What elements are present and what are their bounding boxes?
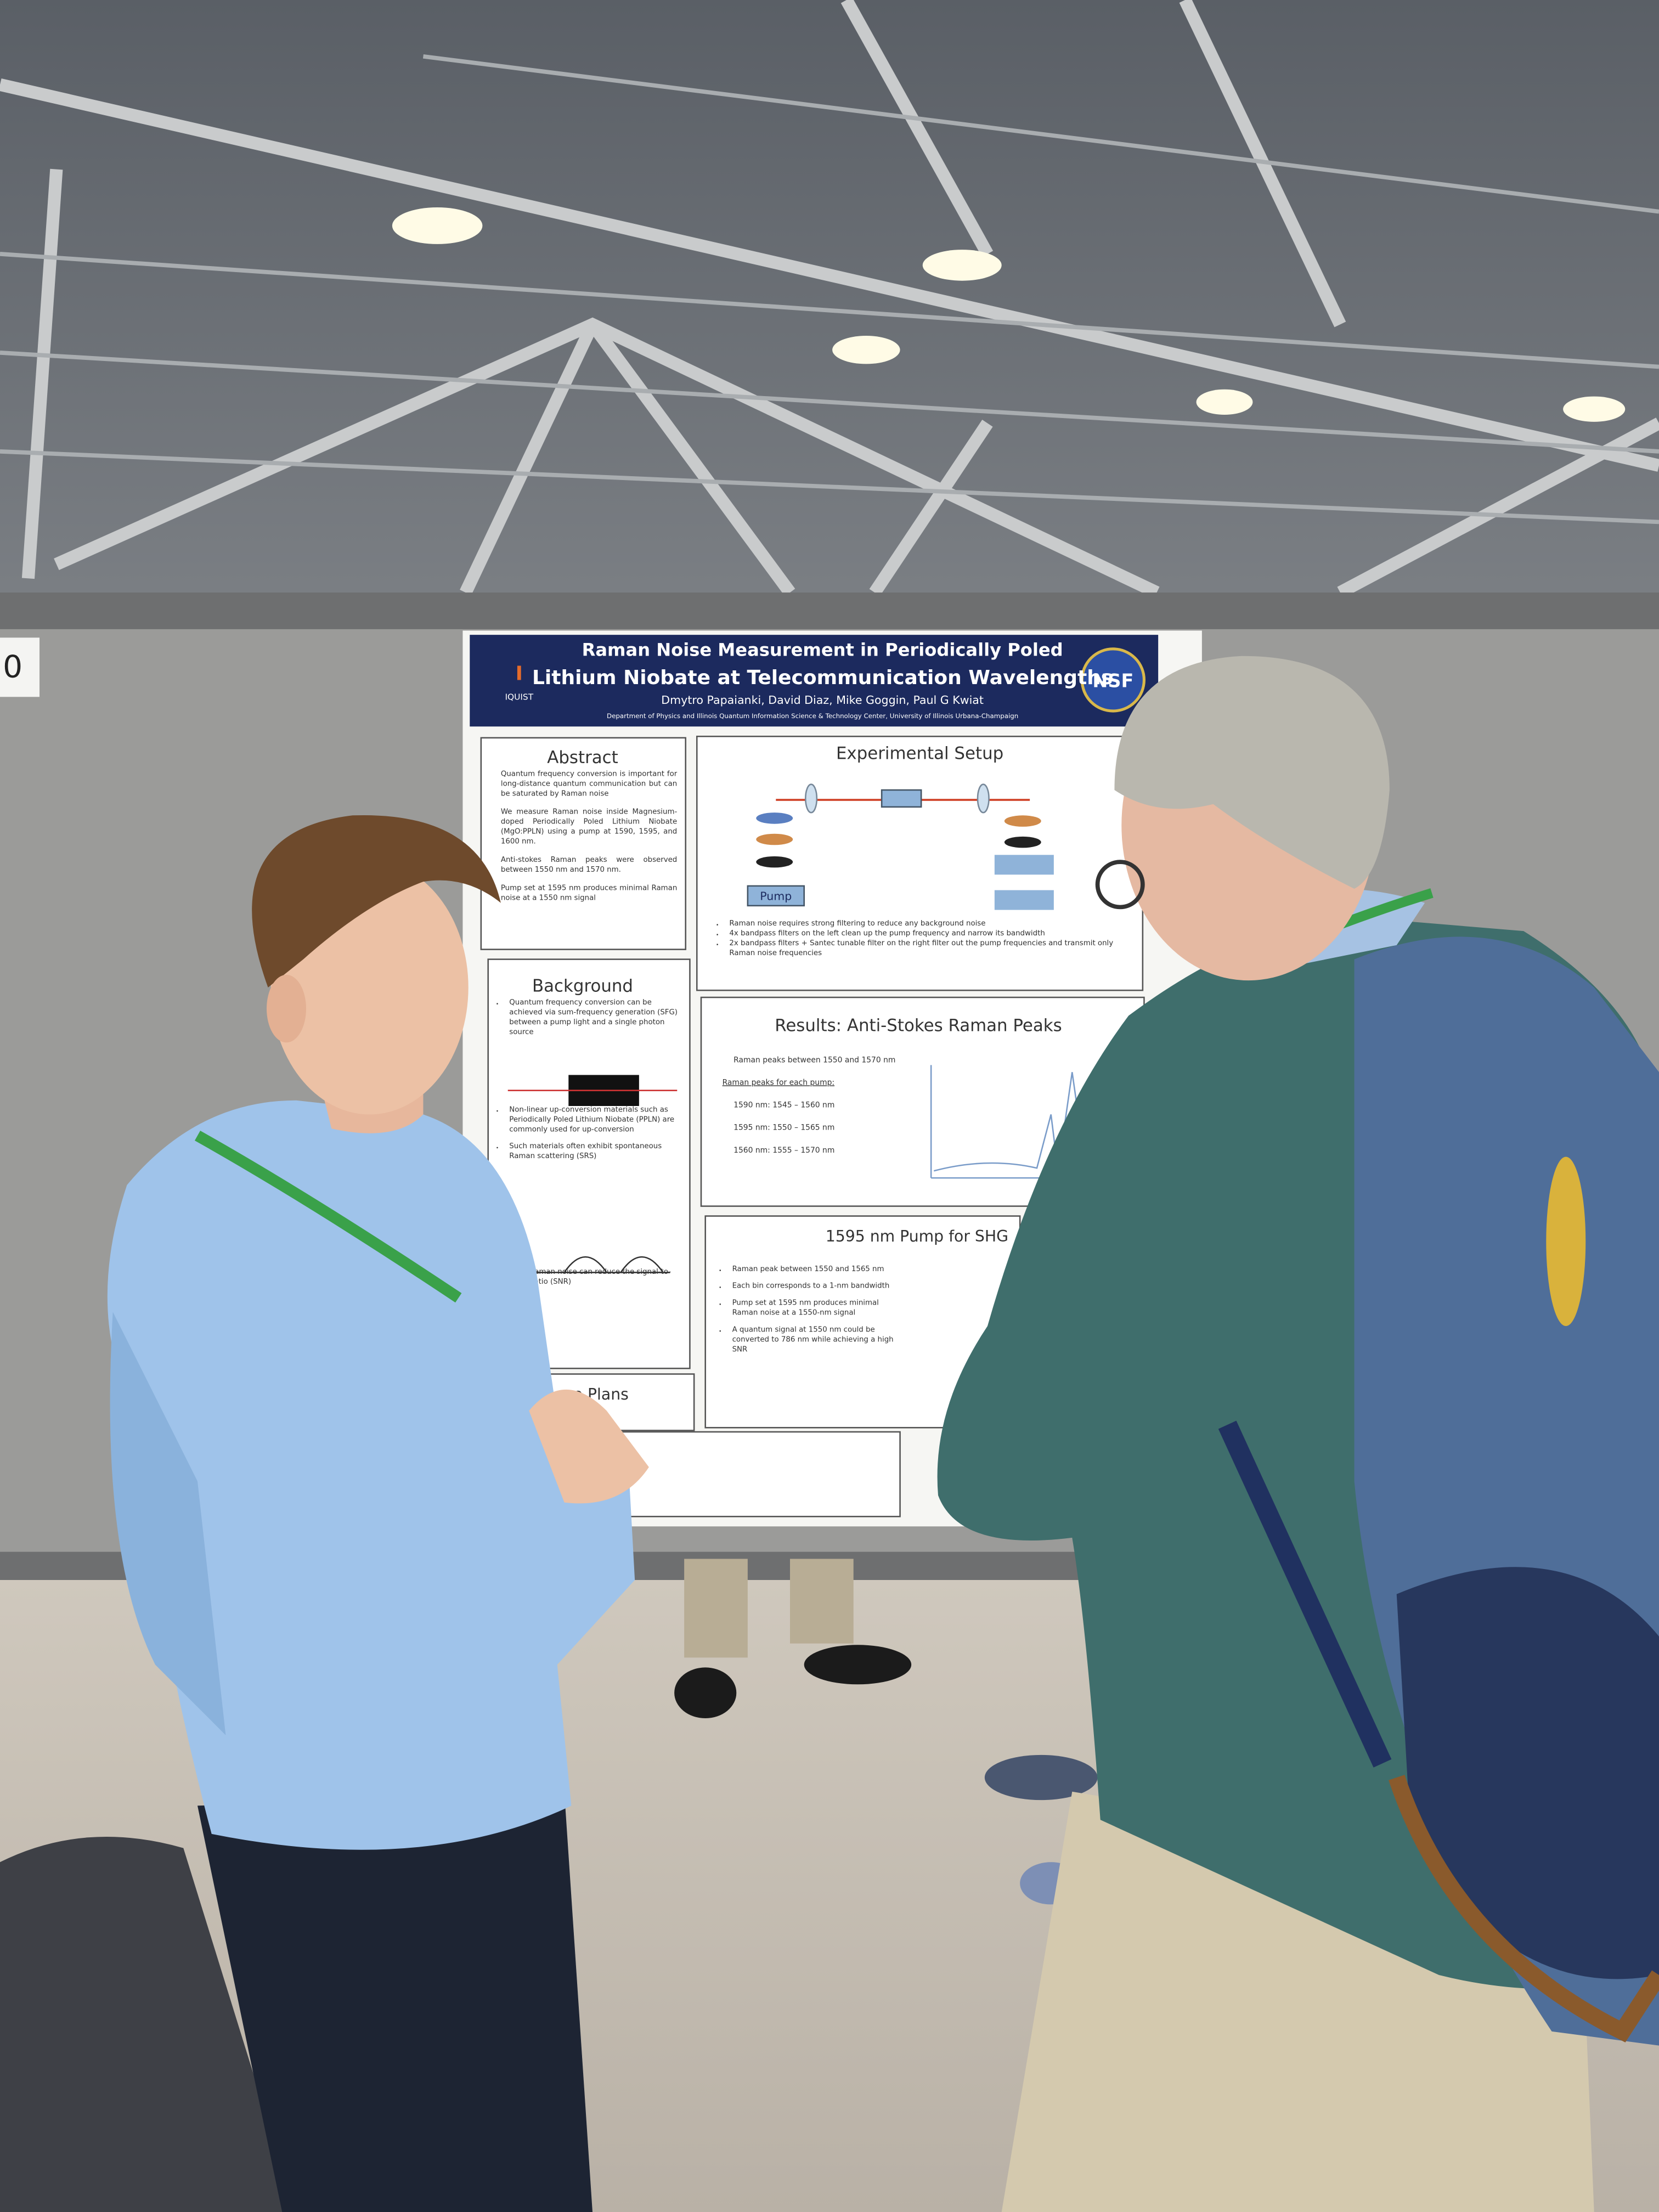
jacket [0,1837,296,2212]
bullet: A quantum signal at 1550 nm could be con… [732,1326,903,1356]
ceiling-lights [392,207,1626,422]
wall-frame [0,592,1659,629]
logo-mark: I [516,662,523,685]
setup-text: Raman noise requires strong filtering to… [716,920,1139,988]
results-intro: Raman peaks between 1550 and 1570 nm [733,1056,895,1064]
setup-heading: Experimental Setup [836,743,1003,763]
bullet: Non-linear up-conversion materials such … [509,1106,682,1136]
shg-text: Raman peak between 1550 and 1565 nm Each … [719,1266,902,1421]
paragraph: Pump set at 1595 nm produces minimal Ram… [500,884,678,904]
bullet: Pump set at 1595 nm produces minimal Ram… [732,1299,903,1319]
result-item: 1560 nm: 1555 – 1570 nm [733,1146,834,1155]
bullet: Raman peak between 1550 and 1565 nm [732,1266,903,1276]
paragraph: Quantum frequency conversion is importan… [500,770,678,799]
abstract-text: Quantum frequency conversion is importan… [500,770,678,904]
result-item: 1595 nm: 1550 – 1565 nm [733,1124,834,1132]
poster-header [470,635,1159,727]
ceiling [0,0,1659,607]
results-subheading: Raman peaks for each pump: [723,1078,835,1087]
background-text: Quantum frequency conversion can be achi… [496,999,682,1359]
setup-diagram [747,783,1054,910]
paragraph: We measure Raman noise inside Magnesium-… [500,808,678,847]
bullet: Such materials often exhibit spontaneous… [509,1143,682,1163]
abstract-heading: Abstract [547,748,618,768]
poster-title: Lithium Niobate at Telecommunication Wav… [532,667,1113,689]
logo-right: NSF [1092,670,1133,691]
shg-heading: 1595 nm Pump for SHG [826,1227,1008,1245]
bullet: 2x bandpass filters + Santec tunable fil… [729,940,1139,960]
visitor [937,656,1659,2212]
result-item: 1590 nm: 1545 – 1560 nm [733,1101,834,1110]
background-heading: Background [532,977,633,996]
poster-affiliation: Department of Physics and Illinois Quant… [607,712,1018,720]
bullet: Each bin corresponds to a 1-nm bandwidth [732,1282,903,1292]
bullet: 4x bandpass filters on the left clean up… [729,930,1139,940]
trusses [0,0,1659,599]
bullet: Raman noise requires strong filtering to… [729,920,1139,930]
booth-number: 0 [3,648,22,685]
booth-sign [0,637,40,697]
bullet: Quantum frequency conversion can be achi… [509,999,682,1039]
student [107,815,649,2212]
paragraph: Anti-stokes Raman peaks were observed be… [500,856,678,875]
roof-beams [0,54,1659,524]
results-heading: Results: Anti-Stokes Raman Peaks [775,1016,1062,1036]
pump-label: Pump [760,890,792,903]
nsf-logo [1080,647,1146,713]
poster-authors: Dmytro Papaianki, David Diaz, Mike Goggi… [661,693,984,707]
logo-left: IQUIST [505,692,533,702]
poster-title: Raman Noise Measurement in Periodically … [582,640,1063,661]
